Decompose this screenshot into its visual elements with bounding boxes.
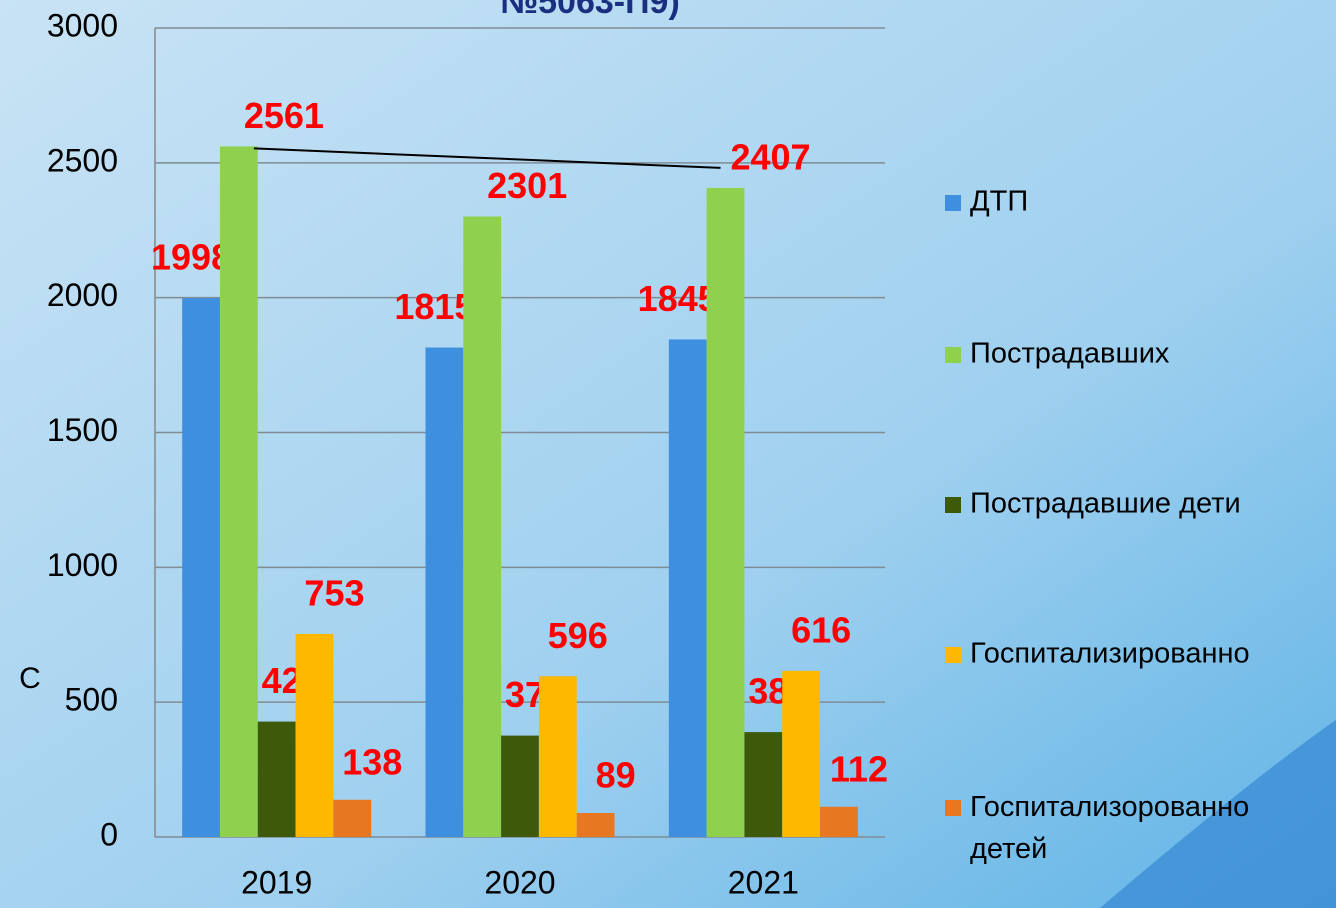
data-label: 2407	[730, 136, 810, 177]
data-label: 1815	[394, 286, 474, 327]
legend-swatch	[945, 195, 961, 211]
bar	[295, 633, 334, 837]
x-tick-label: 2020	[484, 864, 555, 900]
bar	[182, 298, 220, 837]
bar	[257, 721, 296, 837]
y-tick-label: 500	[65, 682, 118, 718]
bar	[668, 339, 707, 837]
legend-label-line: детей	[970, 833, 1047, 865]
y-tick-label: 2500	[47, 142, 118, 178]
data-label: 89	[596, 755, 636, 796]
legend-label: Пострадавших	[970, 338, 1170, 370]
bar	[782, 670, 821, 837]
y-tick-label: 1000	[47, 547, 118, 583]
bar	[576, 812, 615, 837]
data-label: 753	[304, 572, 364, 613]
y-tick-label: 0	[100, 816, 118, 852]
legend-swatch	[945, 497, 961, 513]
legend-swatch	[945, 647, 961, 663]
decor-swoosh	[1100, 720, 1336, 908]
legend-swatch	[945, 347, 961, 363]
legend-label: Пострадавшие дети	[970, 488, 1241, 520]
x-tick-label: 2019	[241, 864, 312, 900]
data-label: 2301	[487, 165, 567, 206]
data-label: 616	[791, 609, 851, 650]
y-tick-label: 3000	[47, 7, 118, 43]
bar	[463, 216, 502, 837]
legend-label: ДТП	[970, 186, 1028, 218]
bar	[744, 732, 783, 837]
bar	[820, 806, 858, 837]
bar	[538, 676, 577, 837]
chart-title: №5063-П9)	[500, 0, 680, 21]
legend-label: Госпитализорованно детей	[970, 791, 1249, 865]
bar	[425, 347, 464, 837]
x-tick-label: 2021	[728, 864, 799, 900]
data-label: 112	[830, 748, 888, 789]
legend-label-line: Госпитализорованно	[970, 791, 1249, 823]
legend-swatch	[945, 800, 961, 816]
data-label: 1845	[638, 278, 718, 319]
bar	[501, 735, 539, 837]
data-label: 2561	[244, 95, 324, 136]
y-tick-label: 2000	[47, 277, 118, 313]
annotation: С	[19, 662, 41, 695]
bar	[333, 799, 372, 837]
trend-line	[253, 147, 721, 169]
data-label: 1998	[151, 237, 231, 278]
data-label: 138	[342, 741, 402, 782]
data-label: 596	[548, 615, 608, 656]
bar	[706, 187, 745, 837]
bar	[219, 146, 258, 837]
y-tick-label: 1500	[47, 412, 118, 448]
legend-label: Госпитализированно	[970, 638, 1250, 670]
